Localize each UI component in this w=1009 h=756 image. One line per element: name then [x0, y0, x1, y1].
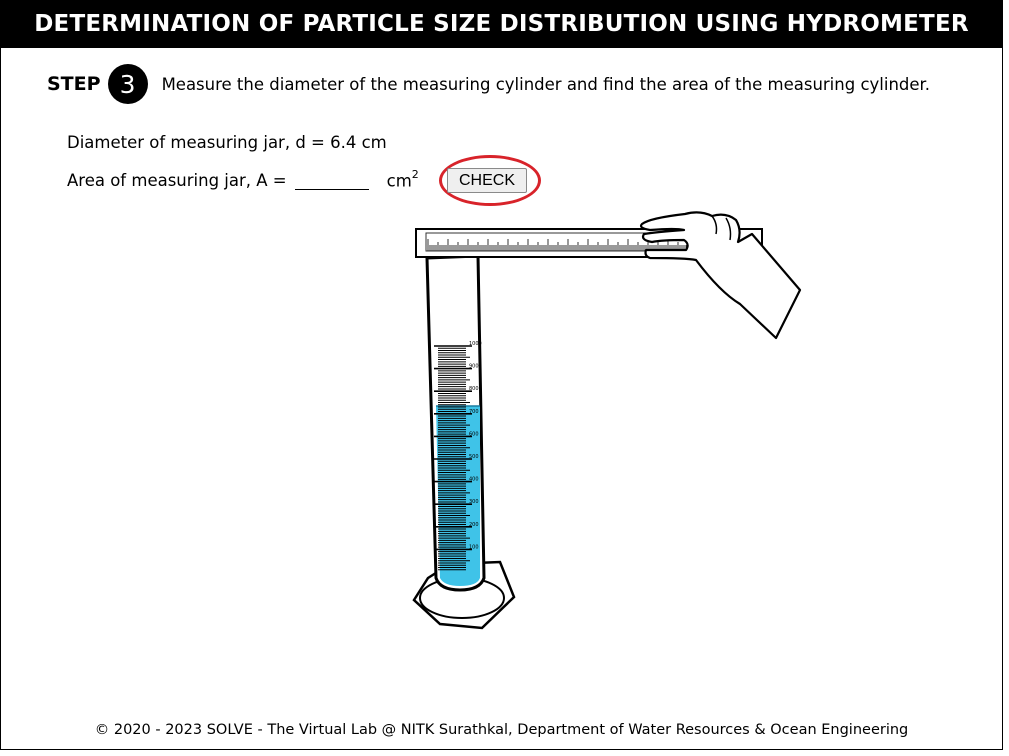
water-column [436, 406, 480, 586]
cylinder-graduation-label: 600 [469, 431, 479, 437]
area-unit-text: cm [386, 171, 412, 191]
area-row: Area of measuring jar, A = cm2 [67, 168, 419, 191]
cylinder-graduation-label: 800 [469, 386, 479, 392]
area-unit-exponent: 2 [411, 168, 419, 181]
measuring-cylinder-icon: 1000 900 800 700 600 500 400 300 200 100 [425, 254, 486, 592]
cylinder-graduation-label: 700 [469, 409, 479, 415]
highlight-ring [439, 155, 541, 206]
step-label: STEP [47, 73, 101, 95]
area-label: Area of measuring jar, A = [67, 170, 287, 190]
cylinder-graduation-label: 400 [469, 477, 479, 483]
step-row: STEP 3 Measure the diameter of the measu… [47, 64, 930, 104]
cylinder-graduation-label: 100 [469, 544, 479, 550]
cylinder-graduation-label: 200 [469, 522, 479, 528]
diameter-text: Diameter of measuring jar, d = 6.4 cm [67, 133, 387, 152]
area-unit: cm2 [386, 168, 419, 191]
cylinder-graduation-label: 300 [469, 499, 479, 505]
cylinder-graduation-label: 500 [469, 454, 479, 460]
footer-copyright: © 2020 - 2023 SOLVE - The Virtual Lab @ … [94, 722, 909, 738]
step-instruction: Measure the diameter of the measuring cy… [161, 74, 931, 94]
cylinder-graduation-label: 1000 [469, 341, 482, 347]
hand-icon [639, 211, 802, 340]
area-input[interactable] [294, 170, 369, 191]
check-button-highlight: CHECK [439, 155, 541, 206]
cylinder-graduation-label: 900 [469, 364, 479, 370]
page-title: DETERMINATION OF PARTICLE SIZE DISTRIBUT… [34, 11, 969, 37]
step-number-badge: 3 [107, 64, 148, 104]
page-header: DETERMINATION OF PARTICLE SIZE DISTRIBUT… [0, 0, 1003, 48]
check-button[interactable]: CHECK [447, 168, 527, 193]
apparatus-illustration: 1000 900 800 700 600 500 400 300 200 100 [412, 211, 802, 630]
